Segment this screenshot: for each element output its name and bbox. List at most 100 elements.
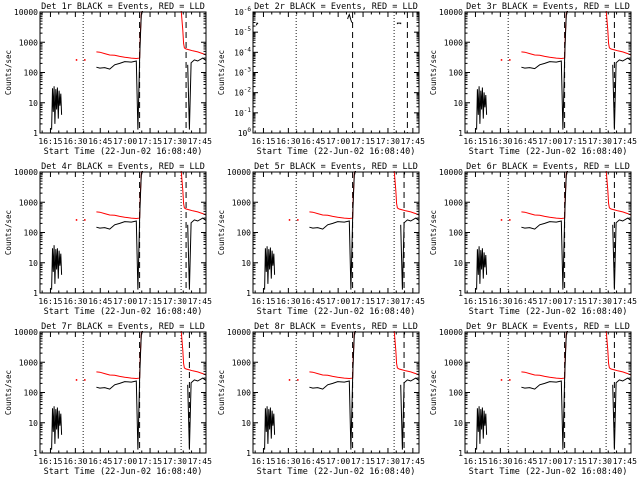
y-tick-label: 10 bbox=[28, 259, 38, 268]
lld-series-line bbox=[521, 171, 568, 220]
events-series-line bbox=[309, 171, 356, 290]
y-tick-label: 100 bbox=[24, 69, 39, 78]
x-tick-label: 16:15 bbox=[38, 457, 62, 466]
lld-series-line bbox=[393, 171, 419, 216]
x-tick-label: 17:30 bbox=[163, 137, 187, 146]
y-tick-label: 10000 bbox=[439, 328, 463, 337]
events-series-line bbox=[187, 217, 206, 290]
x-tick-label: 16:30 bbox=[276, 457, 300, 466]
y-tick-label: 10 bbox=[28, 419, 38, 428]
x-tick-label: 16:30 bbox=[488, 137, 512, 146]
x-tick-label: 16:45 bbox=[88, 457, 112, 466]
x-tick-label: 16:45 bbox=[301, 457, 325, 466]
x-tick-label: 17:30 bbox=[588, 137, 612, 146]
panel-det-5r: Det 5r BLACK = Events, RED = LLD 1 10 100 10… bbox=[217, 162, 425, 317]
events-series-line bbox=[347, 13, 353, 23]
lld-point bbox=[500, 219, 503, 221]
x-tick-label: 17:15 bbox=[351, 297, 375, 306]
y-tick-label: 1 bbox=[246, 289, 251, 298]
x-axis-label: Start Time (22-Jun-02 16:08:40) bbox=[44, 147, 203, 157]
lld-point bbox=[83, 379, 86, 381]
x-axis-label: Start Time (22-Jun-02 16:08:40) bbox=[257, 147, 416, 157]
panel-title: Det 6r BLACK = Events, RED = LLD bbox=[466, 162, 630, 172]
lld-point bbox=[75, 379, 78, 381]
y-axis-label: Counts/sec bbox=[429, 50, 438, 95]
events-series-line bbox=[476, 406, 488, 450]
lld-point bbox=[296, 379, 299, 381]
x-axis-label: Start Time (22-Jun-02 16:08:40) bbox=[44, 467, 203, 477]
panel-title: Det 4r BLACK = Events, RED = LLD bbox=[41, 162, 205, 172]
x-tick-label: 16:15 bbox=[38, 137, 62, 146]
y-tick-label: 10-5 bbox=[234, 26, 251, 37]
events-series-line bbox=[264, 246, 276, 290]
x-tick-label: 17:15 bbox=[138, 137, 162, 146]
plot-area bbox=[51, 11, 206, 133]
x-tick-label: 17:15 bbox=[563, 137, 587, 146]
panel-title: Det 2r BLACK = Events, RED = LLD bbox=[254, 2, 418, 12]
lld-point bbox=[508, 219, 511, 221]
x-tick-label: 17:30 bbox=[163, 457, 187, 466]
x-tick-label: 17:00 bbox=[113, 137, 137, 146]
x-tick-label: 17:30 bbox=[376, 457, 400, 466]
lld-point bbox=[500, 379, 503, 381]
x-tick-label: 17:45 bbox=[613, 457, 637, 466]
y-tick-label: 10000 bbox=[439, 168, 463, 177]
panel-det-4r: Det 4r BLACK = Events, RED = LLD 1 10 100 10… bbox=[4, 162, 212, 317]
x-tick-label: 16:15 bbox=[251, 457, 275, 466]
y-tick-label: 10 bbox=[241, 259, 251, 268]
y-axis-label: Counts/sec bbox=[217, 210, 226, 255]
plot-area bbox=[264, 171, 419, 293]
y-tick-label: 1 bbox=[33, 129, 38, 138]
x-tick-label: 17:00 bbox=[538, 457, 562, 466]
x-tick-label: 16:45 bbox=[88, 297, 112, 306]
x-tick-label: 17:45 bbox=[188, 137, 212, 146]
lld-series-line bbox=[521, 11, 568, 60]
x-tick-label: 16:30 bbox=[276, 297, 300, 306]
y-axis-label: Counts/sec bbox=[429, 210, 438, 255]
panel-det-7r: Det 7r BLACK = Events, RED = LLD 1 10 100 10… bbox=[4, 322, 212, 477]
x-tick-label: 17:15 bbox=[563, 297, 587, 306]
y-tick-label: 1 bbox=[458, 129, 463, 138]
x-tick-label: 16:45 bbox=[513, 457, 537, 466]
lld-series-line bbox=[180, 331, 206, 376]
events-series-line bbox=[96, 11, 143, 130]
x-tick-label: 16:30 bbox=[63, 137, 87, 146]
lld-series-line bbox=[521, 331, 568, 380]
x-tick-label: 17:45 bbox=[613, 297, 637, 306]
events-series-line bbox=[264, 406, 276, 450]
x-tick-label: 17:00 bbox=[326, 137, 350, 146]
plot-area bbox=[51, 171, 206, 293]
y-tick-label: 1000 bbox=[19, 38, 38, 47]
panel-det-2r: Det 2r BLACK = Events, RED = LLD 100 10-1 1… bbox=[217, 2, 425, 157]
x-tick-label: 17:45 bbox=[401, 137, 425, 146]
y-axis-label: Counts/sec bbox=[4, 210, 13, 255]
y-tick-label: 1000 bbox=[232, 198, 251, 207]
lld-series-line bbox=[180, 171, 206, 216]
lld-point bbox=[500, 59, 503, 61]
y-tick-label: 10-2 bbox=[234, 87, 251, 98]
y-tick-label: 1 bbox=[33, 289, 38, 298]
plot-frame bbox=[39, 11, 207, 134]
x-tick-label: 16:15 bbox=[463, 297, 487, 306]
y-tick-label: 10000 bbox=[14, 168, 38, 177]
panel-title: Det 9r BLACK = Events, RED = LLD bbox=[466, 322, 630, 332]
y-tick-label: 1 bbox=[458, 449, 463, 458]
panel-det-1r: Det 1r BLACK = Events, RED = LLD 1 10 100 10… bbox=[4, 2, 212, 157]
x-tick-label: 16:30 bbox=[63, 297, 87, 306]
x-axis-label: Start Time (22-Jun-02 16:08:40) bbox=[44, 307, 203, 317]
x-tick-label: 16:45 bbox=[88, 137, 112, 146]
x-axis-label: Start Time (22-Jun-02 16:08:40) bbox=[469, 307, 628, 317]
y-tick-label: 1000 bbox=[232, 358, 251, 367]
y-tick-label: 100 bbox=[449, 69, 464, 78]
x-tick-label: 16:45 bbox=[301, 297, 325, 306]
events-series-line bbox=[521, 171, 568, 290]
events-series-line bbox=[476, 86, 488, 130]
y-tick-label: 10 bbox=[453, 99, 463, 108]
events-series-line bbox=[521, 331, 568, 450]
x-tick-label: 17:00 bbox=[113, 297, 137, 306]
events-series-line bbox=[400, 377, 419, 450]
plot-area bbox=[476, 11, 631, 133]
lld-point bbox=[75, 219, 78, 221]
y-axis-label: Counts/sec bbox=[4, 50, 13, 95]
